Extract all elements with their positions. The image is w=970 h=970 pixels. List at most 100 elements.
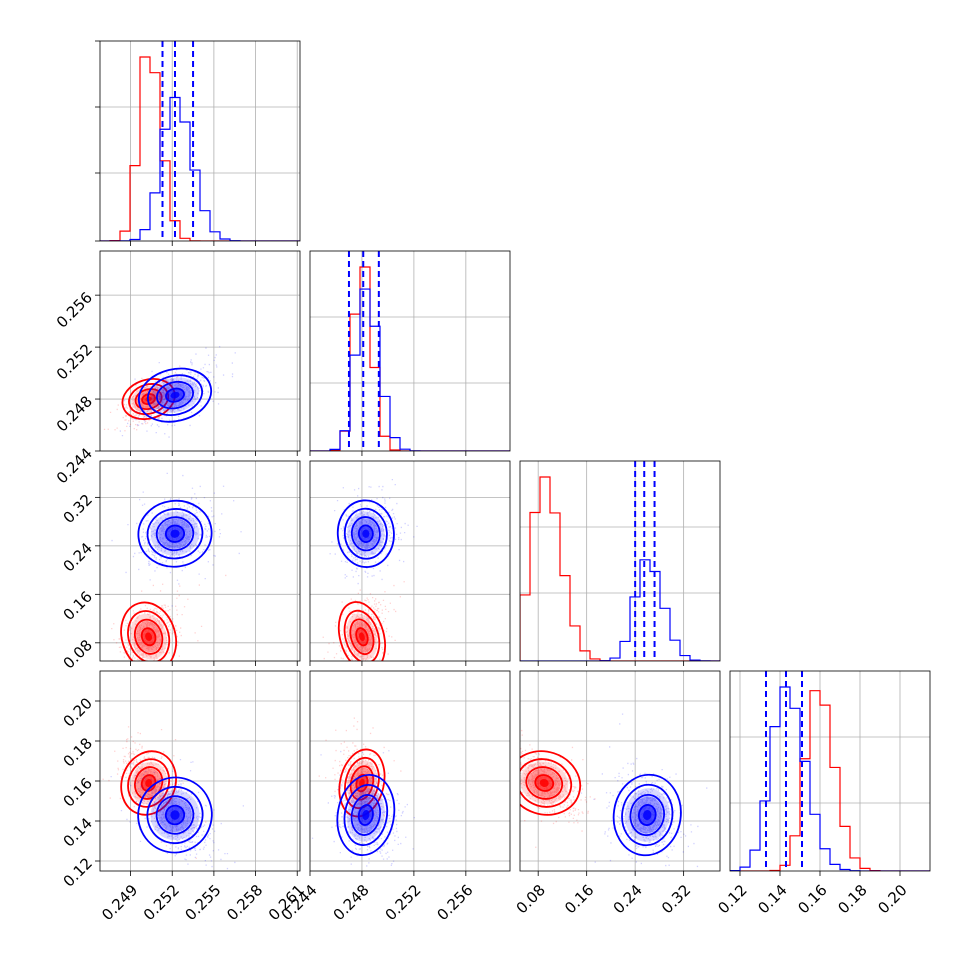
panel-content <box>102 726 244 870</box>
panel-content <box>520 713 708 868</box>
histogram-series-0 <box>310 266 510 451</box>
contour-level-3 <box>165 387 185 403</box>
x-tick-label-1-2: 0.252 <box>382 881 425 924</box>
scatter-panel-1-0 <box>95 250 301 456</box>
histogram-series-1 <box>520 559 720 661</box>
contour-level-2 <box>155 516 195 552</box>
density-fill-3 <box>362 529 370 538</box>
panel-frame <box>99 670 301 872</box>
scatter-panel-3-2 <box>519 670 721 876</box>
panel-frame <box>309 250 511 452</box>
x-tick-label-1-1: 0.248 <box>330 881 373 924</box>
x-tick-label-2-2: 0.24 <box>610 881 646 917</box>
contour-level-1 <box>146 508 204 560</box>
y-tick-label-1-2: 0.252 <box>53 340 96 383</box>
panel-frame <box>729 670 931 872</box>
contour-level-1 <box>127 610 171 661</box>
panel-frame <box>99 250 301 452</box>
contour-level-1 <box>344 756 380 810</box>
panel-frame <box>519 460 721 662</box>
y-tick-label-1-1: 0.248 <box>53 392 96 435</box>
contour-level-1 <box>146 785 204 845</box>
density-fill-3 <box>145 632 153 642</box>
contour-level-0 <box>137 367 213 423</box>
y-tick-label-3-4: 0.20 <box>60 694 96 730</box>
contour-level-1 <box>621 783 674 847</box>
x-tick-label-0-3: 0.258 <box>223 881 266 924</box>
x-tick-label-2-3: 0.32 <box>658 881 694 917</box>
contour-level-3 <box>164 804 186 826</box>
x-tick-label-1-3: 0.256 <box>433 881 476 924</box>
contour-level-1 <box>520 758 573 808</box>
histogram-panel-0 <box>95 40 301 246</box>
contour-level-0 <box>337 601 386 661</box>
y-tick-label-2-1: 0.16 <box>60 588 96 624</box>
x-tick-label-3-1: 0.14 <box>754 881 790 917</box>
contour-level-3 <box>141 393 157 405</box>
y-tick-label-3-3: 0.18 <box>60 734 96 770</box>
density-fill-3 <box>170 529 180 538</box>
y-tick-label-3-2: 0.16 <box>60 774 96 810</box>
contour-level-0 <box>520 750 582 816</box>
histogram-panel-1 <box>309 250 511 456</box>
contour-level-1 <box>343 507 388 560</box>
contour-level-3 <box>140 774 157 792</box>
panel-content <box>311 717 415 867</box>
y-tick-label-3-0: 0.12 <box>60 854 96 890</box>
x-tick-label-0-0: 0.249 <box>98 881 141 924</box>
contour-level-0 <box>137 499 213 568</box>
contour-level-3 <box>140 627 157 647</box>
x-tick-label-3-4: 0.20 <box>874 881 910 917</box>
histogram-series-1 <box>310 288 510 451</box>
x-tick-label-2-1: 0.16 <box>561 881 597 917</box>
histogram-panel-2 <box>519 460 721 666</box>
panel-content <box>322 479 418 661</box>
scatter-points-series-0 <box>520 729 596 848</box>
contour-level-2 <box>155 795 195 835</box>
y-tick-label-1-0: 0.244 <box>53 444 96 487</box>
y-tick-label-1-3: 0.256 <box>53 288 96 331</box>
contour-level-0 <box>137 776 213 854</box>
contour-level-1 <box>343 609 381 661</box>
contour-level-2 <box>350 516 381 552</box>
contour-level-0 <box>336 774 396 856</box>
histogram-panel-3 <box>729 670 931 876</box>
panel-content <box>310 251 510 451</box>
x-tick-label-2-0: 0.08 <box>513 881 549 917</box>
panel-content <box>103 346 236 438</box>
y-tick-label-2-3: 0.32 <box>60 491 96 527</box>
density-fill-3 <box>170 391 180 399</box>
y-tick-label-2-2: 0.24 <box>60 539 96 575</box>
density-fill-3 <box>362 809 370 821</box>
density-fill-3 <box>145 779 153 787</box>
contour-level-3 <box>355 627 369 647</box>
contour-level-0 <box>120 601 177 661</box>
contour-level-2 <box>133 618 164 655</box>
contour-level-1 <box>343 784 389 846</box>
contour-level-2 <box>525 766 564 800</box>
contour-level-2 <box>629 793 665 837</box>
histogram-series-0 <box>520 476 720 661</box>
panel-frame <box>99 40 301 242</box>
contour-level-0 <box>338 748 386 818</box>
contour-level-2 <box>350 794 381 836</box>
panel-frame <box>309 460 511 662</box>
contour-level-2 <box>156 380 194 410</box>
histogram-series-0 <box>100 56 300 241</box>
contour-level-3 <box>357 524 374 543</box>
density-fill-3 <box>643 809 652 821</box>
contour-level-3 <box>534 774 555 792</box>
density-fill-3 <box>539 779 549 787</box>
contour-level-1 <box>146 374 204 416</box>
contour-level-3 <box>164 524 186 543</box>
density-fill-3 <box>170 810 180 820</box>
x-tick-label-0-1: 0.252 <box>140 881 183 924</box>
panel-frame <box>519 670 721 872</box>
scatter-panel-3-0 <box>95 670 301 876</box>
panel-content <box>100 41 300 241</box>
contour-level-0 <box>336 499 395 568</box>
scatter-panel-2-1 <box>309 460 511 666</box>
scatter-panel-3-1 <box>309 670 511 876</box>
panel-frame <box>309 670 511 872</box>
